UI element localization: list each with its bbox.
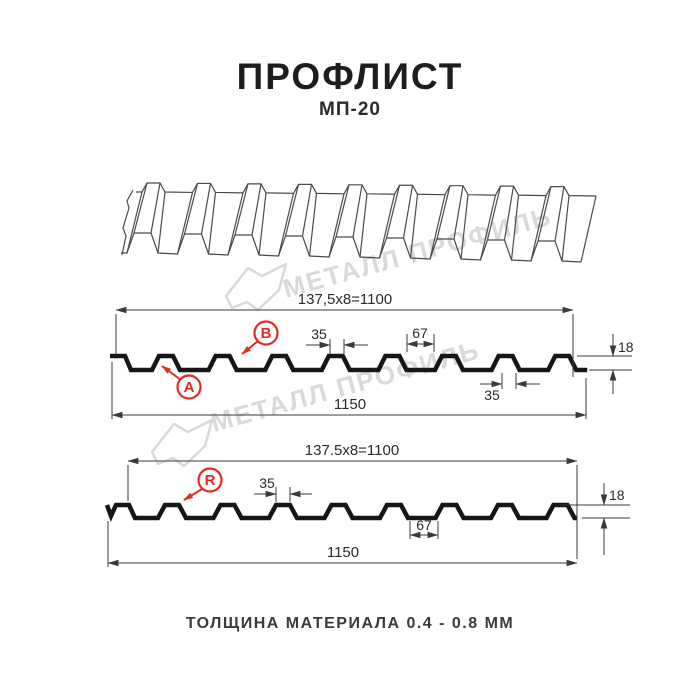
label-a-letter: A [184,379,195,396]
dim-height-bottom: 18 [609,487,625,503]
label-a: A [161,365,202,400]
label-r-letter: R [205,472,216,489]
rib-edge-line [176,192,194,255]
rib-edge-line [537,186,552,242]
sheet-front-edge [121,232,582,263]
label-a-circle [176,374,202,400]
page-subtitle: МП-20 [319,99,381,120]
dim-pan-bottom: 67 [416,517,432,533]
profile-top-outline [110,353,588,373]
rib-edge-line [277,193,295,257]
rib-edge-line [157,191,166,254]
brand-logo-icon [150,418,214,468]
dim-module-bottom: 137.5x8=1100 [305,442,399,459]
profile-top-drawing: 137,5x8=1100 1150 35 67 35 18 A B [110,291,634,419]
sheet-right-cut-edge [580,195,597,263]
label-b-circle [253,320,279,346]
rib-edge-line [453,185,464,240]
rib-edge-line [133,182,148,234]
rib-edge-line [429,194,446,260]
rib-edge-line [328,193,345,258]
rib-edge-line [460,194,469,260]
rib-edge-line [284,184,300,237]
rib-edge-line [385,185,401,239]
rib-edge-line [402,185,414,239]
rib-edge-line [561,195,570,262]
dim-height-top: 18 [618,339,634,355]
label-b-letter: B [261,325,272,342]
page-title: ПРОФЛИСТ [236,56,464,97]
rib-edge-line [227,192,244,256]
rib-edge-line [234,183,249,236]
rib-edge-line [183,183,199,235]
label-r: R [183,467,223,501]
material-note: ТОЛЩИНА МАТЕРИАЛА 0.4 - 0.8 ММ [185,615,515,632]
rib-edge-line [359,193,368,258]
profile-bottom-drawing: 137.5x8=1100 1150 35 67 18 R [104,442,630,567]
rib-edge-line [554,186,565,242]
label-r-circle [197,467,223,493]
rib-edge-line [335,184,350,238]
profile-top-dimension-lines [111,306,632,419]
dim-rib-top: 35 [311,326,327,342]
rib-edge-line [207,192,217,255]
rib-edge-line [126,191,143,254]
dim-module-top: 137,5x8=1100 [298,291,392,308]
sheet-3d-view [121,182,597,263]
profile-bottom-dimension-lines [107,457,630,567]
profile-bottom-outline [104,502,578,522]
rib-edge-line [530,195,547,262]
label-b: B [241,320,279,355]
dim-pan-top: 67 [412,325,428,341]
rib-edge-line [503,186,515,241]
rib-edge-line [436,185,451,240]
rib-edge-line [510,195,520,261]
rib-edge-line [258,192,267,256]
dim-rib-bottom-top: 35 [484,387,500,403]
rib-edge-line [378,194,396,259]
dim-overall-bottom: 1150 [327,544,359,561]
rib-edge-line [200,183,212,235]
rib-edge-line [352,184,363,238]
rib-edge-line [251,183,262,236]
rib-edge-line [301,184,313,237]
rib-edge-line [486,186,502,241]
dim-rib-bottom: 35 [259,475,275,491]
dim-overall-top: 1150 [334,396,366,413]
sheet-back-edge [136,182,597,197]
sheet-left-cut-edge [121,189,134,256]
rib-edge-line [409,194,419,259]
brand-logo-icon [224,262,288,312]
rib-edge-line [150,182,161,234]
watermark-text: МЕТАЛЛ ПРОФИЛЬ [208,335,484,438]
watermark-text: МЕТАЛЛ ПРОФИЛЬ [280,201,556,304]
rib-edge-line [479,195,497,261]
rib-edge-line [308,193,318,257]
